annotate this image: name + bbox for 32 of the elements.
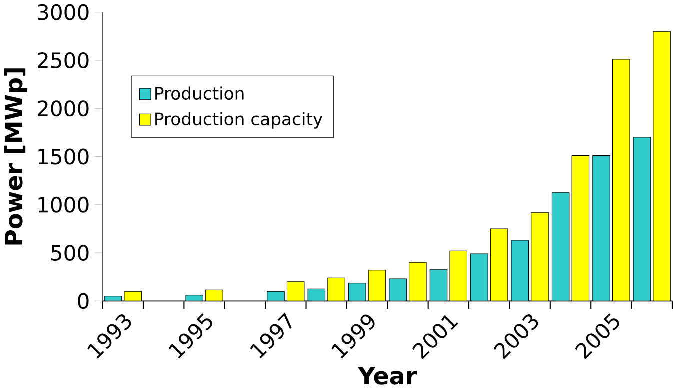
bar — [206, 290, 224, 302]
bar — [490, 228, 508, 302]
bar — [286, 282, 305, 302]
bar — [470, 254, 488, 302]
bar — [328, 278, 346, 302]
y-tick-label: 2000 — [38, 100, 89, 116]
legend-label: Production — [156, 86, 244, 100]
x-axis-title: Year — [358, 367, 418, 385]
legend-label: Production capacity — [156, 112, 323, 129]
bar — [511, 240, 530, 302]
bar — [389, 278, 407, 302]
bar — [368, 270, 386, 302]
bar — [633, 137, 652, 302]
bar — [450, 250, 468, 302]
bar — [104, 296, 122, 302]
bar — [612, 59, 630, 302]
y-tick-label: 0 — [78, 293, 89, 310]
bar — [531, 212, 549, 302]
bar — [124, 291, 142, 302]
bar — [348, 282, 366, 302]
y-tick-label: 500 — [52, 244, 89, 261]
bar — [308, 288, 326, 302]
y-tick-label: 2500 — [38, 52, 89, 68]
bar — [430, 270, 448, 302]
y-tick-label: 3000 — [38, 4, 89, 20]
y-tick-label: 1000 — [38, 196, 89, 213]
bar — [592, 155, 610, 302]
y-tick-label: 1500 — [38, 148, 89, 165]
bar — [267, 291, 285, 302]
bar — [186, 295, 204, 302]
y-axis-title: Power [MWp] — [4, 68, 28, 245]
bar — [409, 262, 427, 302]
